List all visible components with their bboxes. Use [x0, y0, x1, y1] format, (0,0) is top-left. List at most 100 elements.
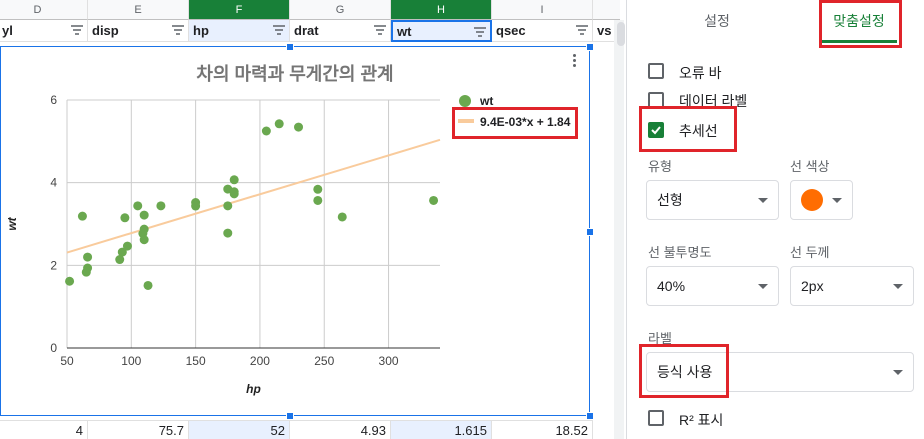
vertical-scrollbar[interactable]: [614, 20, 624, 439]
resize-handle[interactable]: [286, 412, 294, 420]
data-point: [429, 195, 439, 205]
data-point: [156, 201, 166, 211]
data-point: [115, 255, 125, 265]
data-point: [229, 175, 239, 185]
data-point: [120, 213, 130, 223]
data-point: [139, 224, 149, 234]
data-cell[interactable]: 1.615: [391, 420, 492, 439]
tab-customize[interactable]: 맞춤설정: [811, 0, 907, 42]
active-tab-indicator: [821, 40, 897, 43]
type-select[interactable]: 선형: [646, 180, 779, 220]
resize-handle[interactable]: [286, 43, 294, 51]
column-header-g[interactable]: G: [290, 0, 391, 20]
data-point: [83, 263, 93, 273]
legend-label-wt: wt: [480, 94, 494, 108]
legend-marker-wt: [459, 95, 471, 107]
data-point: [77, 211, 87, 221]
cell-text: wt: [397, 23, 412, 39]
data-point: [122, 241, 132, 251]
filter-icon[interactable]: [576, 25, 588, 35]
highlight-box: [452, 107, 578, 139]
highlight-box: [639, 344, 729, 398]
y-axis-label: wt: [5, 216, 19, 230]
column-letter: F: [235, 3, 243, 16]
r2-label: R² 표시: [679, 412, 724, 428]
column-letter: G: [335, 3, 345, 16]
filter-icon[interactable]: [474, 27, 486, 37]
header-cell[interactable]: yl: [0, 20, 88, 42]
data-point: [83, 252, 93, 262]
dropdown-arrow-icon: [758, 198, 768, 203]
filter-icon[interactable]: [172, 25, 184, 35]
scrollbar-thumb[interactable]: [617, 22, 625, 46]
thickness-select[interactable]: 2px: [790, 266, 914, 306]
cell-text: drat: [294, 23, 319, 38]
opacity-select[interactable]: 40%: [646, 266, 779, 306]
cell-text: disp: [92, 23, 119, 38]
trendline-checkbox[interactable]: [648, 122, 664, 138]
column-header-d[interactable]: D: [0, 0, 88, 20]
more-options-icon[interactable]: [570, 52, 578, 70]
header-cell[interactable]: drat: [290, 20, 391, 42]
data-point: [223, 201, 233, 211]
select-value: 40%: [657, 278, 686, 294]
label-select[interactable]: 등식 사용: [646, 352, 914, 392]
data-point: [274, 119, 284, 129]
column-header-j[interactable]: [593, 0, 620, 20]
header-cell[interactable]: disp: [88, 20, 189, 42]
dropdown-arrow-icon: [893, 370, 903, 375]
column-header-i[interactable]: I: [492, 0, 593, 20]
dropdown-arrow-icon: [893, 284, 903, 289]
data-point: [139, 210, 149, 220]
dropdown-arrow-icon: [832, 198, 842, 203]
data-point: [65, 276, 75, 286]
line-color-label: 선 색상: [790, 159, 830, 174]
x-tick-label: 250: [314, 354, 334, 368]
data-labels-label: 데이터 라벨: [679, 93, 748, 109]
x-tick-label: 150: [186, 354, 206, 368]
error-bar-checkbox[interactable]: [648, 63, 664, 79]
tab-setup[interactable]: 설정: [667, 0, 767, 42]
filter-icon[interactable]: [273, 25, 285, 35]
data-point: [117, 247, 127, 257]
column-header-h[interactable]: H: [391, 0, 492, 20]
header-cell[interactable]: vs: [593, 20, 620, 42]
data-cell[interactable]: 4.93: [290, 420, 391, 439]
resize-handle[interactable]: [586, 412, 594, 420]
header-cell[interactable]: qsec: [492, 20, 593, 42]
data-cell[interactable]: 4: [0, 420, 88, 439]
column-letter: E: [134, 3, 142, 16]
column-header-f[interactable]: F: [189, 0, 290, 20]
cell-text: 4: [75, 422, 83, 438]
data-point: [313, 195, 323, 205]
header-cell-active[interactable]: wt: [391, 20, 492, 42]
y-tick-label: 0: [50, 341, 57, 355]
column-header-e[interactable]: E: [88, 0, 189, 20]
data-cell[interactable]: 52: [189, 420, 290, 439]
label-label: 라벨: [648, 331, 672, 346]
data-cell[interactable]: 75.7: [88, 420, 189, 439]
line-color-select[interactable]: [790, 180, 853, 220]
resize-handle[interactable]: [586, 43, 594, 51]
cell-text: 1.615: [454, 422, 487, 438]
data-point: [229, 187, 239, 197]
data-point: [133, 201, 143, 211]
resize-handle[interactable]: [586, 228, 594, 236]
column-letter: I: [540, 3, 544, 16]
select-value: 선형: [657, 192, 683, 208]
data-point: [191, 201, 201, 211]
filter-icon[interactable]: [374, 25, 386, 35]
column-letter: H: [437, 3, 445, 16]
color-swatch: [801, 189, 823, 211]
header-cell[interactable]: hp: [189, 20, 290, 42]
cell-text: hp: [193, 23, 209, 38]
chart-title[interactable]: 차의 마력과 무게간의 관계: [196, 64, 394, 84]
data-point: [294, 122, 304, 132]
x-tick-label: 200: [250, 354, 270, 368]
column-letter: D: [33, 3, 42, 16]
data-cell[interactable]: 18.52: [492, 420, 593, 439]
data-point: [313, 184, 323, 194]
r2-checkbox[interactable]: [648, 410, 664, 426]
chart-editor-panel: 설정 맞춤설정 오류 바 데이터 라벨 추세선 유형 선형 선 색상 선 불투명…: [626, 0, 924, 439]
filter-icon[interactable]: [71, 25, 83, 35]
